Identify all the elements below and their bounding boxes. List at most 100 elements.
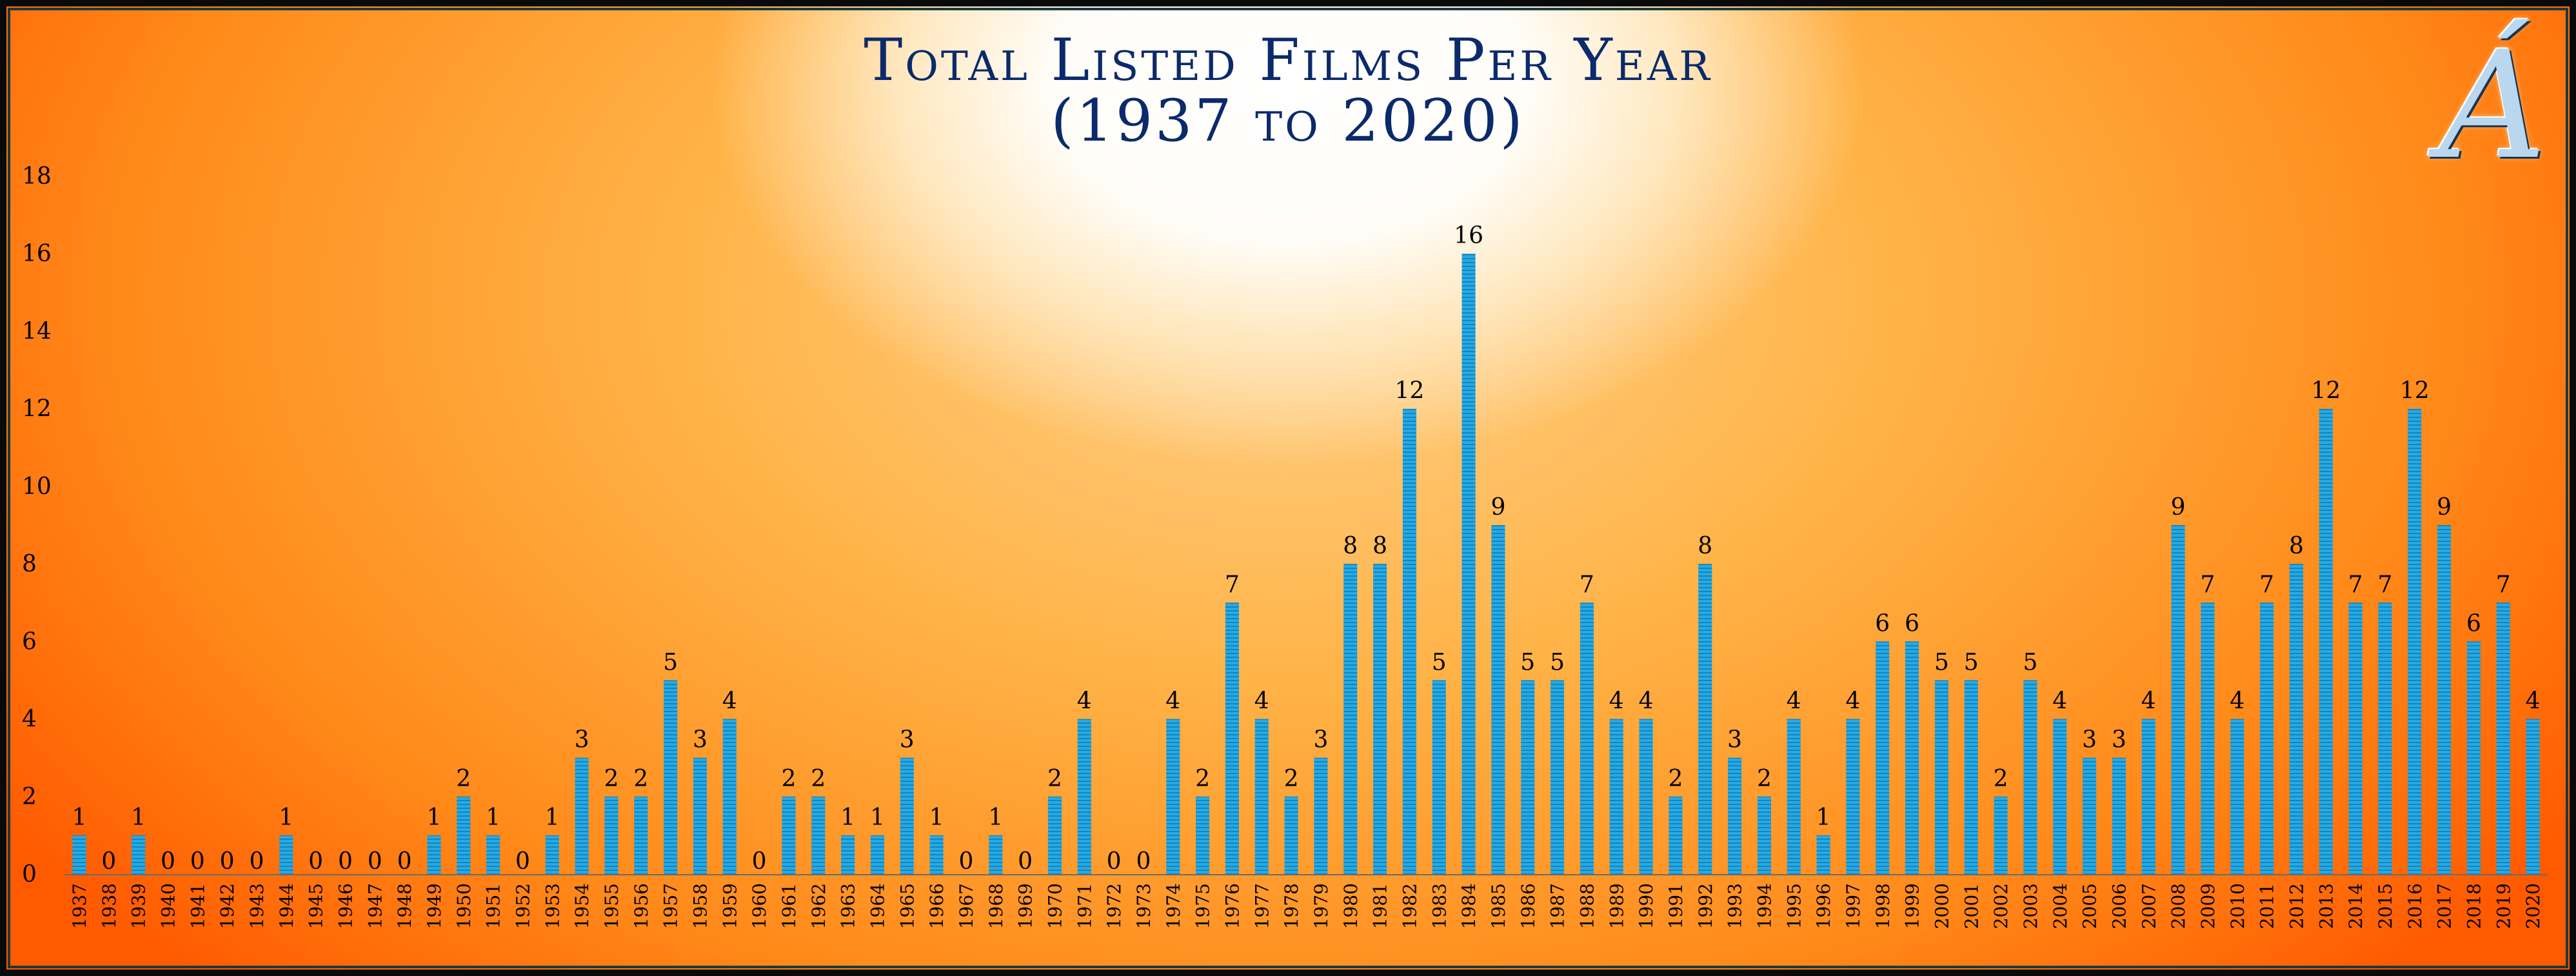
x-tick-label: 1964 — [867, 883, 888, 929]
bar-value-label: 7 — [2259, 572, 2274, 598]
bar — [1787, 719, 1801, 874]
x-tick-label: 1962 — [808, 883, 829, 929]
x-tick-label: 2003 — [2020, 883, 2041, 929]
x-tick-label: 1987 — [1547, 883, 1569, 929]
bar — [2230, 719, 2244, 874]
x-tick-label: 1951 — [483, 883, 504, 929]
bar-value-label: 8 — [2289, 533, 2304, 559]
x-tick-label: 1965 — [897, 883, 918, 929]
bar — [1284, 796, 1298, 874]
bar-value-label: 1 — [545, 804, 560, 831]
x-tick-label: 2019 — [2493, 883, 2514, 929]
bar-value-label: 1 — [840, 804, 855, 831]
x-tick-label: 1998 — [1872, 883, 1894, 929]
x-tick-label: 2011 — [2257, 883, 2278, 929]
x-tick-label: 2007 — [2138, 883, 2159, 929]
bar — [1816, 835, 1830, 874]
bar — [1402, 408, 1416, 874]
x-tick-label: 1993 — [1725, 883, 1746, 929]
x-axis: 1937 1938 1939 1940 1941 1942 1943 1944 1945 1946… — [69, 883, 2544, 929]
bar — [1609, 719, 1623, 874]
x-tick-label: 1967 — [956, 883, 977, 929]
bar-value-label: 5 — [663, 649, 678, 675]
bar — [2319, 408, 2333, 874]
x-tick-label: 1972 — [1104, 883, 1125, 929]
bar-value-label: 0 — [368, 848, 382, 875]
bar — [1757, 796, 1771, 874]
x-tick-label: 1956 — [631, 883, 652, 929]
bar — [634, 796, 648, 874]
x-tick-label: 2004 — [2050, 883, 2071, 929]
bar-value-label: 7 — [2496, 572, 2511, 598]
bar — [900, 757, 914, 874]
bar-value-label: 3 — [575, 727, 590, 753]
x-tick-label: 2015 — [2375, 883, 2396, 929]
bar — [2141, 719, 2155, 874]
y-tick-label: 18 — [22, 163, 52, 190]
bar — [279, 835, 293, 874]
x-tick-label: 2018 — [2463, 883, 2484, 929]
bar-value-label: 0 — [220, 848, 235, 875]
bar — [486, 835, 500, 874]
bar — [2053, 719, 2067, 874]
bar-value-label: 9 — [1491, 494, 1505, 521]
bar-value-label: 5 — [1432, 649, 1447, 675]
x-tick-label: 1977 — [1251, 883, 1273, 929]
x-tick-label: 1942 — [217, 883, 238, 929]
bar-value-label: 0 — [161, 848, 175, 875]
bar-value-label: 3 — [693, 727, 708, 753]
bar — [841, 835, 855, 874]
bar-value-label: 1 — [988, 804, 1003, 831]
bar — [1964, 680, 1978, 874]
bar — [1166, 719, 1180, 874]
bar-value-label: 4 — [1787, 688, 1801, 715]
bar-value-label: 0 — [752, 848, 767, 875]
bar — [2023, 680, 2037, 874]
bar-value-label: 0 — [1107, 848, 1122, 875]
bar-value-label: 1 — [279, 804, 293, 831]
bar-value-label: 6 — [1905, 610, 1919, 637]
x-tick-label: 1986 — [1518, 883, 1539, 929]
bar-value-label: 0 — [190, 848, 205, 875]
bar-value-label: 8 — [1372, 533, 1387, 559]
bar-value-label: 1 — [929, 804, 944, 831]
bar-value-label: 0 — [397, 848, 412, 875]
bar — [575, 757, 589, 874]
bar-value-label: 4 — [1077, 688, 1092, 715]
x-tick-label: 2006 — [2108, 883, 2130, 929]
bar — [1196, 796, 1210, 874]
x-tick-label: 1997 — [1843, 883, 1864, 929]
bar — [1639, 719, 1653, 874]
bar-value-label: 3 — [900, 727, 915, 753]
bar-value-label: 3 — [2112, 727, 2126, 753]
bar — [1314, 757, 1328, 874]
bar — [1876, 641, 1890, 874]
bar-value-label: 1 — [131, 804, 146, 831]
bar — [457, 796, 471, 874]
bar — [1521, 680, 1535, 874]
bar — [2437, 525, 2452, 874]
y-tick-label: 10 — [22, 473, 52, 500]
bar — [1846, 719, 1860, 874]
bar-value-label: 0 — [1018, 848, 1033, 875]
bar-value-label: 4 — [2052, 688, 2067, 715]
bar-value-label: 9 — [2171, 494, 2186, 521]
bar-value-label: 16 — [1454, 223, 1483, 249]
bar — [693, 757, 707, 874]
x-tick-label: 2010 — [2227, 883, 2248, 929]
x-tick-label: 2005 — [2079, 883, 2101, 929]
x-tick-label: 1940 — [157, 883, 179, 929]
x-tick-label: 1996 — [1813, 883, 1834, 929]
x-tick-label: 1989 — [1606, 883, 1627, 929]
bar-value-label: 2 — [633, 766, 648, 792]
x-tick-label: 2012 — [2286, 883, 2307, 929]
bar — [1551, 680, 1565, 874]
bar-value-label: 12 — [2400, 378, 2430, 404]
x-tick-label: 1937 — [69, 883, 90, 929]
bar — [1994, 796, 2008, 874]
bar-value-label: 12 — [2311, 378, 2341, 404]
x-tick-label: 2016 — [2404, 883, 2426, 929]
bar-value-label: 7 — [2377, 572, 2392, 598]
x-tick-label: 2002 — [1990, 883, 2012, 929]
y-tick-label: 14 — [22, 318, 52, 344]
